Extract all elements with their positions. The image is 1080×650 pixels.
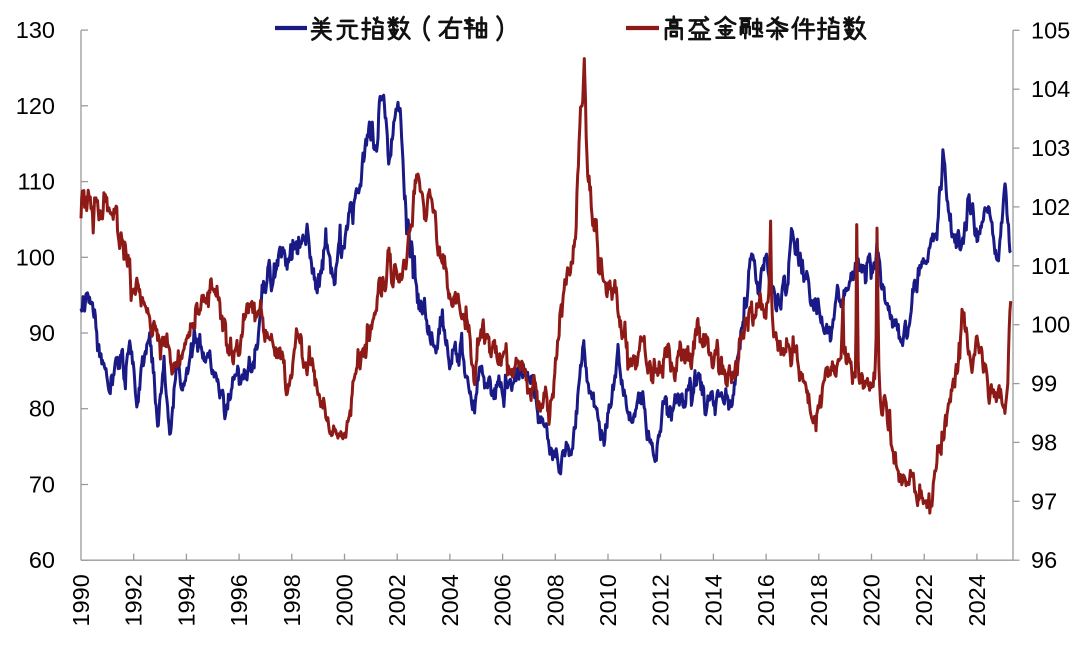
svg-text:98: 98	[1031, 429, 1057, 455]
svg-text:2014: 2014	[700, 574, 726, 626]
svg-text:1992: 1992	[121, 574, 147, 626]
svg-text:1996: 1996	[226, 574, 252, 626]
svg-text:96: 96	[1031, 547, 1057, 573]
svg-text:2020: 2020	[859, 574, 885, 626]
svg-text:80: 80	[29, 396, 55, 422]
svg-text:1990: 1990	[68, 574, 94, 626]
svg-text:2016: 2016	[753, 574, 779, 626]
svg-text:90: 90	[29, 320, 55, 346]
svg-text:2002: 2002	[384, 574, 410, 626]
svg-text:70: 70	[29, 472, 55, 498]
svg-text:130: 130	[16, 17, 55, 43]
svg-text:2004: 2004	[437, 574, 463, 626]
svg-text:2006: 2006	[490, 574, 516, 626]
svg-text:99: 99	[1031, 371, 1057, 397]
svg-text:2008: 2008	[542, 574, 568, 626]
svg-text:105: 105	[1031, 17, 1070, 43]
svg-text:102: 102	[1031, 194, 1070, 220]
svg-text:100: 100	[1031, 312, 1070, 338]
svg-text:100: 100	[16, 244, 55, 270]
svg-text:120: 120	[16, 93, 55, 119]
svg-text:101: 101	[1031, 253, 1070, 279]
svg-text:2000: 2000	[332, 574, 358, 626]
svg-text:2018: 2018	[806, 574, 832, 626]
svg-text:60: 60	[29, 547, 55, 573]
svg-text:2024: 2024	[964, 574, 990, 626]
svg-text:1994: 1994	[173, 574, 199, 626]
svg-text:110: 110	[18, 169, 55, 195]
svg-text:2022: 2022	[911, 574, 937, 626]
svg-text:104: 104	[1031, 76, 1070, 102]
svg-text:97: 97	[1031, 488, 1057, 514]
svg-text:103: 103	[1031, 135, 1070, 161]
svg-text:2010: 2010	[595, 574, 621, 626]
svg-text:1998: 1998	[279, 574, 305, 626]
svg-text:2012: 2012	[648, 574, 674, 626]
